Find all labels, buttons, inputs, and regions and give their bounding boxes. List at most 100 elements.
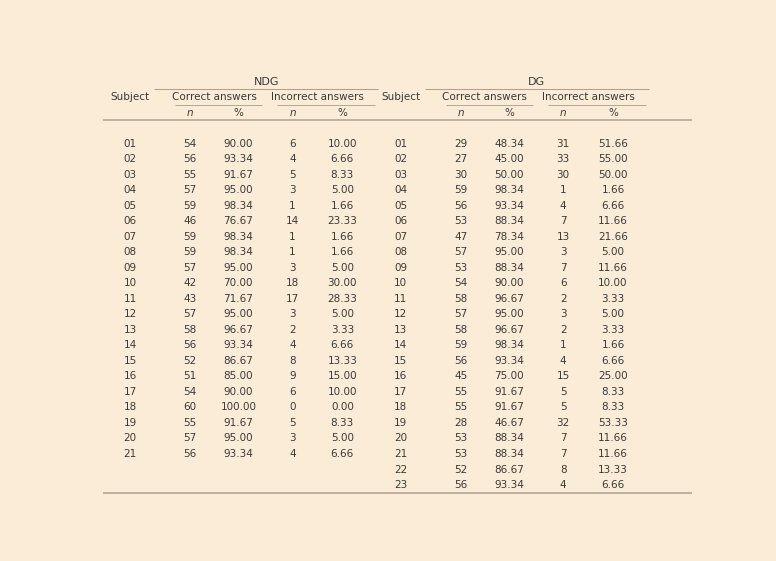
Text: 5: 5 bbox=[289, 169, 296, 180]
Text: 20: 20 bbox=[123, 434, 137, 444]
Text: 15: 15 bbox=[556, 371, 570, 381]
Text: 57: 57 bbox=[184, 434, 197, 444]
Text: 06: 06 bbox=[394, 216, 407, 226]
Text: 88.34: 88.34 bbox=[494, 216, 524, 226]
Text: 33: 33 bbox=[556, 154, 570, 164]
Text: 10.00: 10.00 bbox=[327, 387, 357, 397]
Text: 5.00: 5.00 bbox=[331, 263, 354, 273]
Text: n: n bbox=[187, 108, 193, 118]
Text: 3: 3 bbox=[289, 434, 296, 444]
Text: 46: 46 bbox=[184, 216, 197, 226]
Text: 1: 1 bbox=[289, 232, 296, 242]
Text: 1: 1 bbox=[559, 341, 566, 351]
Text: 93.34: 93.34 bbox=[223, 341, 253, 351]
Text: Subject: Subject bbox=[110, 92, 150, 102]
Text: 54: 54 bbox=[184, 139, 197, 149]
Text: 0.00: 0.00 bbox=[331, 402, 354, 412]
Text: 3.33: 3.33 bbox=[601, 325, 625, 335]
Text: 12: 12 bbox=[394, 309, 407, 319]
Text: 57: 57 bbox=[454, 309, 467, 319]
Text: 100.00: 100.00 bbox=[220, 402, 256, 412]
Text: 23.33: 23.33 bbox=[327, 216, 357, 226]
Text: 59: 59 bbox=[184, 201, 197, 211]
Text: 07: 07 bbox=[123, 232, 137, 242]
Text: 57: 57 bbox=[184, 309, 197, 319]
Text: 5.00: 5.00 bbox=[601, 309, 625, 319]
Text: 04: 04 bbox=[123, 185, 137, 195]
Text: 7: 7 bbox=[559, 263, 566, 273]
Text: 01: 01 bbox=[394, 139, 407, 149]
Text: 47: 47 bbox=[454, 232, 467, 242]
Text: 76.67: 76.67 bbox=[223, 216, 253, 226]
Text: 54: 54 bbox=[454, 278, 467, 288]
Text: 46.67: 46.67 bbox=[494, 418, 524, 428]
Text: 6: 6 bbox=[289, 139, 296, 149]
Text: 03: 03 bbox=[123, 169, 137, 180]
Text: 16: 16 bbox=[394, 371, 407, 381]
Text: 11.66: 11.66 bbox=[598, 263, 628, 273]
Text: 58: 58 bbox=[454, 325, 467, 335]
Text: 98.34: 98.34 bbox=[223, 247, 253, 257]
Text: 7: 7 bbox=[559, 216, 566, 226]
Text: 53: 53 bbox=[454, 263, 467, 273]
Text: %: % bbox=[338, 108, 348, 118]
Text: 55: 55 bbox=[184, 169, 197, 180]
Text: 18: 18 bbox=[394, 402, 407, 412]
Text: 28.33: 28.33 bbox=[327, 294, 357, 304]
Text: 57: 57 bbox=[184, 263, 197, 273]
Text: 55.00: 55.00 bbox=[598, 154, 628, 164]
Text: 93.34: 93.34 bbox=[223, 449, 253, 459]
Text: 3: 3 bbox=[289, 185, 296, 195]
Text: 6.66: 6.66 bbox=[331, 449, 354, 459]
Text: 51.66: 51.66 bbox=[598, 139, 628, 149]
Text: 30.00: 30.00 bbox=[327, 278, 357, 288]
Text: 08: 08 bbox=[123, 247, 137, 257]
Text: 5: 5 bbox=[559, 387, 566, 397]
Text: 09: 09 bbox=[394, 263, 407, 273]
Text: 1.66: 1.66 bbox=[601, 341, 625, 351]
Text: 15: 15 bbox=[123, 356, 137, 366]
Text: 59: 59 bbox=[184, 247, 197, 257]
Text: 14: 14 bbox=[123, 341, 137, 351]
Text: 27: 27 bbox=[454, 154, 467, 164]
Text: 95.00: 95.00 bbox=[223, 263, 253, 273]
Text: 17: 17 bbox=[394, 387, 407, 397]
Text: 05: 05 bbox=[394, 201, 407, 211]
Text: 96.67: 96.67 bbox=[494, 325, 524, 335]
Text: 17: 17 bbox=[123, 387, 137, 397]
Text: 17: 17 bbox=[286, 294, 299, 304]
Text: 8: 8 bbox=[289, 356, 296, 366]
Text: 91.67: 91.67 bbox=[223, 418, 253, 428]
Text: 18: 18 bbox=[123, 402, 137, 412]
Text: 11: 11 bbox=[394, 294, 407, 304]
Text: 5: 5 bbox=[289, 418, 296, 428]
Text: 02: 02 bbox=[394, 154, 407, 164]
Text: 6.66: 6.66 bbox=[601, 480, 625, 490]
Text: 59: 59 bbox=[454, 185, 467, 195]
Text: 3: 3 bbox=[559, 247, 566, 257]
Text: 93.34: 93.34 bbox=[494, 201, 524, 211]
Text: 53: 53 bbox=[454, 216, 467, 226]
Text: 88.34: 88.34 bbox=[494, 263, 524, 273]
Text: 95.00: 95.00 bbox=[223, 309, 253, 319]
Text: 6: 6 bbox=[289, 387, 296, 397]
Text: n: n bbox=[289, 108, 296, 118]
Text: 3.33: 3.33 bbox=[331, 325, 354, 335]
Text: 8.33: 8.33 bbox=[601, 387, 625, 397]
Text: 8.33: 8.33 bbox=[331, 169, 354, 180]
Text: 10: 10 bbox=[123, 278, 137, 288]
Text: 4: 4 bbox=[559, 480, 566, 490]
Text: 5.00: 5.00 bbox=[601, 247, 625, 257]
Text: 1: 1 bbox=[559, 185, 566, 195]
Text: 1.66: 1.66 bbox=[331, 232, 354, 242]
Text: 53.33: 53.33 bbox=[598, 418, 628, 428]
Text: 11.66: 11.66 bbox=[598, 216, 628, 226]
Text: 01: 01 bbox=[123, 139, 137, 149]
Text: 1.66: 1.66 bbox=[331, 247, 354, 257]
Text: 07: 07 bbox=[394, 232, 407, 242]
Text: 98.34: 98.34 bbox=[223, 201, 253, 211]
Text: 5: 5 bbox=[559, 402, 566, 412]
Text: 95.00: 95.00 bbox=[494, 247, 524, 257]
Text: 58: 58 bbox=[184, 325, 197, 335]
Text: 55: 55 bbox=[184, 418, 197, 428]
